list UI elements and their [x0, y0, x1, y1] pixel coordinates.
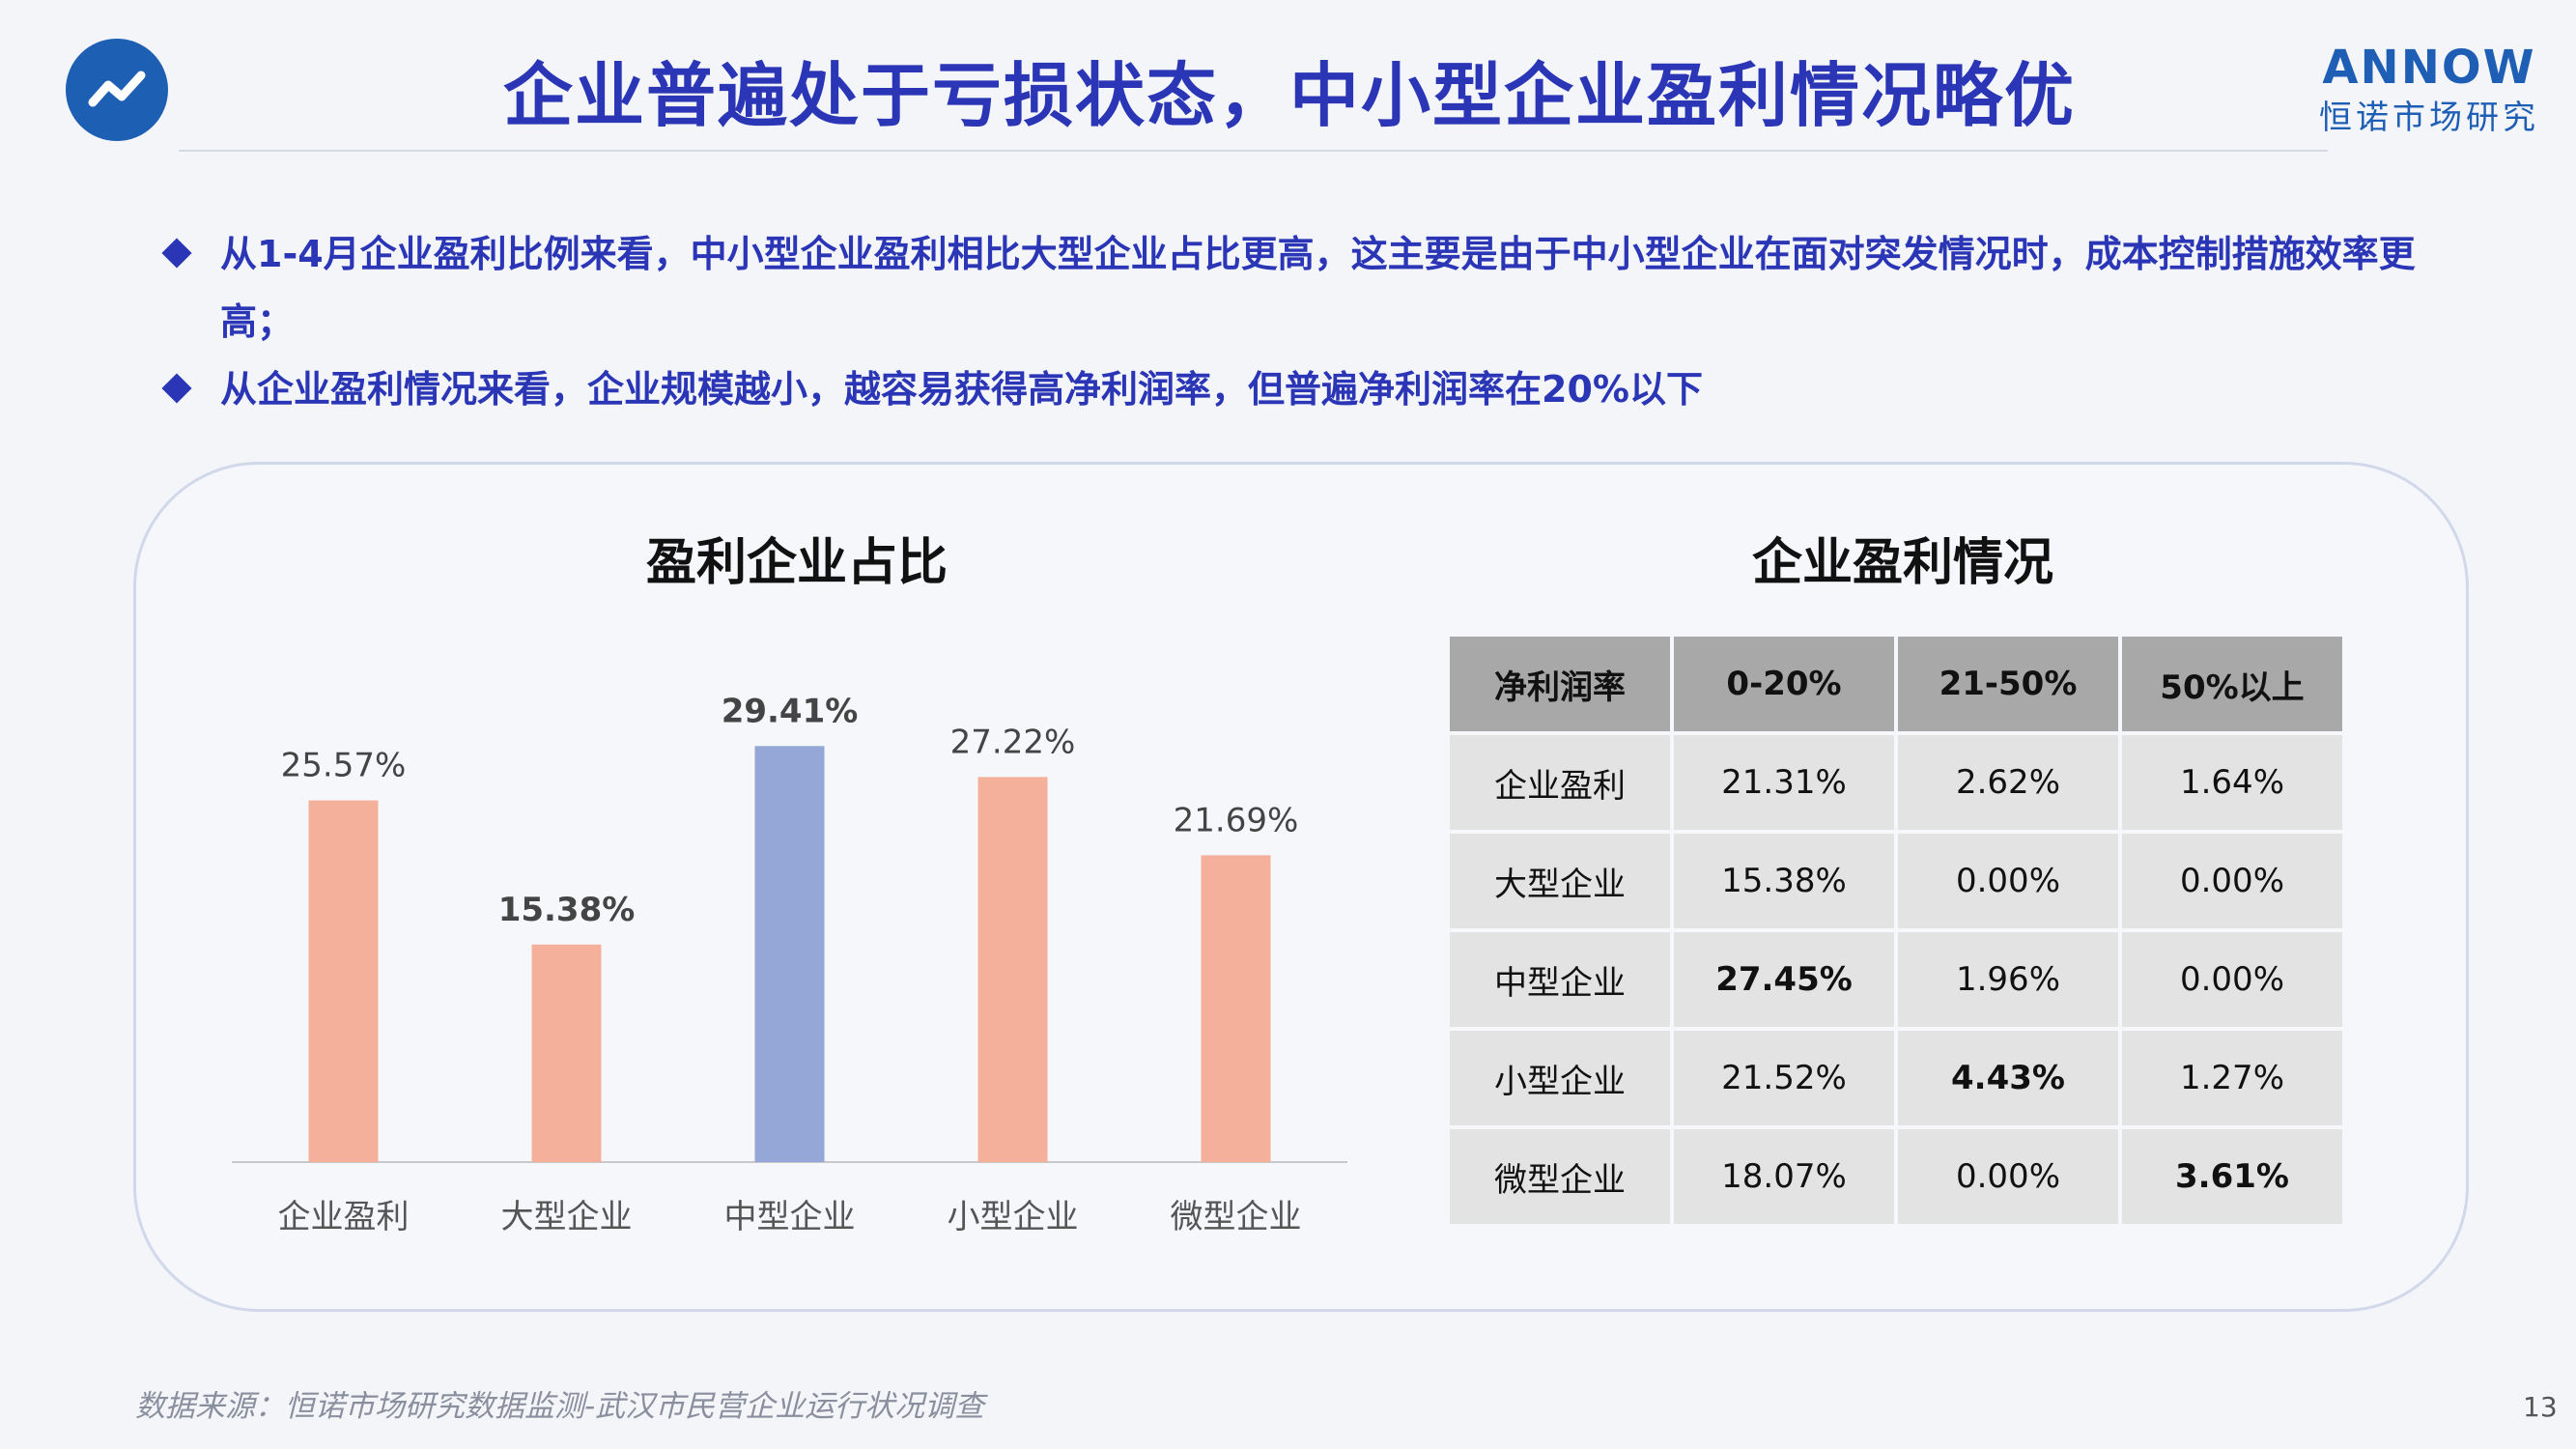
table-cell: 3.61% [2122, 1129, 2342, 1224]
table-cell: 中型企业 [1450, 932, 1670, 1027]
chart-title: 盈利企业占比 [645, 534, 948, 592]
table-header-cell: 净利润率 [1450, 637, 1670, 731]
table-cell: 企业盈利 [1450, 735, 1670, 830]
table-header-cell: 50%以上 [2122, 637, 2342, 731]
bullet-list: 从1-4月企业盈利比例来看，中小型企业盈利相比大型企业占比更高，这主要是由于中小… [155, 220, 2473, 423]
table-header-row: 净利润率 0-20% 21-50% 50%以上 [1450, 637, 2342, 731]
table-cell: 4.43% [1898, 1031, 2118, 1125]
table-header-cell: 0-20% [1674, 637, 1894, 731]
table-row: 中型企业 27.45% 1.96% 0.00% [1450, 932, 2342, 1027]
table-cell: 2.62% [1898, 735, 2118, 830]
table-cell: 1.64% [2122, 735, 2342, 830]
header-divider [179, 150, 2328, 152]
category-tick-label: 中型企业 [724, 1198, 856, 1236]
page-number: 13 [2523, 1391, 2558, 1423]
bar-value-label: 27.22% [950, 723, 1076, 761]
table-cell: 0.00% [2122, 834, 2342, 928]
bullet-text: 从1-4月企业盈利比例来看，中小型企业盈利相比大型企业占比更高，这主要是由于中小… [220, 233, 2416, 343]
bar-value-label: 29.41% [722, 692, 859, 730]
bar [531, 944, 602, 1162]
table-cell: 1.27% [2122, 1031, 2342, 1125]
table-cell: 小型企业 [1450, 1031, 1670, 1125]
data-source-note: 数据来源：恒诺市场研究数据监测-武汉市民营企业运行状况调查 [135, 1389, 985, 1424]
bullet-item: 从企业盈利情况来看，企业规模越小，越容易获得高净利润率，但普遍净利润率在20%以… [155, 355, 2473, 423]
table-cell: 18.07% [1674, 1129, 1894, 1224]
bar-value-label: 21.69% [1174, 801, 1299, 839]
table-cell: 0.00% [2122, 932, 2342, 1027]
table-cell: 27.45% [1674, 932, 1894, 1027]
trend-line-icon [66, 39, 168, 141]
profit-table: 净利润率 0-20% 21-50% 50%以上 企业盈利 21.31% 2.62… [1446, 633, 2346, 1228]
category-tick-label: 企业盈利 [278, 1198, 410, 1236]
bullet-text: 从企业盈利情况来看，企业规模越小，越容易获得高净利润率，但普遍净利润率在20%以… [220, 368, 1703, 411]
table-cell: 15.38% [1674, 834, 1894, 928]
category-tick-label: 微型企业 [1171, 1198, 1302, 1236]
bullet-item: 从1-4月企业盈利比例来看，中小型企业盈利相比大型企业占比更高，这主要是由于中小… [155, 220, 2473, 355]
brand-name-en: ANNOW [2322, 41, 2536, 95]
brand-name-cn: 恒诺市场研究 [2319, 99, 2539, 137]
table-title: 企业盈利情况 [1751, 534, 2053, 592]
table-row: 大型企业 15.38% 0.00% 0.00% [1450, 834, 2342, 928]
table-row: 小型企业 21.52% 4.43% 1.27% [1450, 1031, 2342, 1125]
table-cell: 微型企业 [1450, 1129, 1670, 1224]
bar [308, 800, 379, 1162]
table-row: 微型企业 18.07% 0.00% 3.61% [1450, 1129, 2342, 1224]
category-tick-label: 小型企业 [948, 1198, 1079, 1236]
bar [1201, 855, 1271, 1162]
table-cell: 0.00% [1898, 834, 2118, 928]
table-cell: 21.31% [1674, 735, 1894, 830]
table-cell: 1.96% [1898, 932, 2118, 1027]
bar [754, 746, 825, 1162]
bar [977, 777, 1048, 1162]
category-tick-label: 大型企业 [501, 1198, 633, 1236]
bar-value-label: 15.38% [498, 891, 636, 929]
bar-value-label: 25.57% [281, 747, 407, 785]
table-cell: 大型企业 [1450, 834, 1670, 928]
table-row: 企业盈利 21.31% 2.62% 1.64% [1450, 735, 2342, 830]
table-cell: 0.00% [1898, 1129, 2118, 1224]
table-header-cell: 21-50% [1898, 637, 2118, 731]
table-cell: 21.52% [1674, 1031, 1894, 1125]
brand-logo: ANNOW 恒诺市场研究 [2313, 41, 2545, 138]
page-title: 企业普遍处于亏损状态，中小型企业盈利情况略优 [502, 55, 2076, 136]
